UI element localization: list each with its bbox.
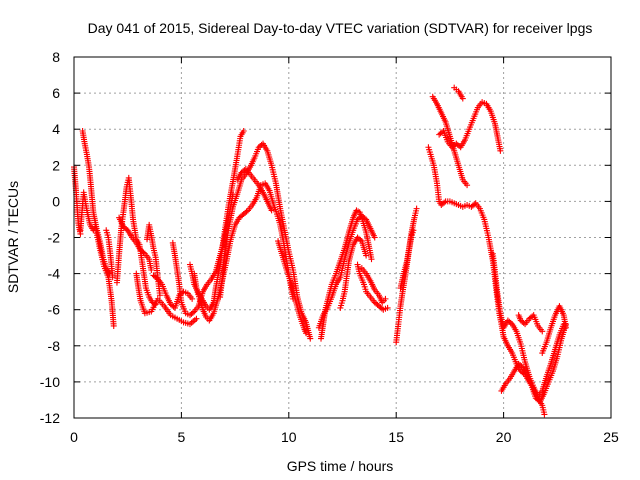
data-point — [384, 304, 391, 311]
data-point — [368, 256, 375, 263]
data-point — [307, 335, 314, 342]
data-point — [520, 319, 527, 326]
y-tick-label: -12 — [40, 410, 60, 426]
data-series — [103, 227, 116, 281]
data-point — [562, 324, 569, 331]
data-series — [451, 84, 466, 102]
data-series — [116, 214, 155, 273]
data-point — [302, 330, 309, 337]
x-tick-label: 10 — [281, 429, 297, 445]
data-series — [354, 261, 391, 313]
data-point — [153, 274, 160, 281]
data-points — [71, 84, 569, 418]
y-tick-label: -2 — [48, 230, 61, 246]
x-tick-label: 0 — [70, 429, 78, 445]
data-series — [79, 128, 113, 277]
data-point — [413, 205, 420, 212]
data-series — [133, 270, 200, 328]
data-point — [148, 266, 155, 273]
data-point — [382, 295, 389, 302]
data-point — [518, 363, 525, 370]
data-series — [234, 165, 275, 214]
data-point — [507, 319, 514, 326]
data-point — [371, 234, 378, 241]
chart-title: Day 041 of 2015, Sidereal Day-to-day VTE… — [88, 20, 593, 36]
x-tick-label: 25 — [603, 429, 619, 445]
y-tick-label: 0 — [52, 193, 60, 209]
data-point — [361, 215, 368, 222]
data-point — [140, 249, 147, 256]
data-point — [441, 199, 448, 206]
data-point — [471, 201, 478, 208]
data-point — [123, 226, 130, 233]
y-axis-label: SDTVAR / TECUs — [5, 181, 21, 293]
data-point — [156, 292, 163, 299]
y-tick-label: -8 — [48, 338, 61, 354]
data-series — [337, 234, 370, 311]
data-point — [189, 295, 196, 302]
data-series — [515, 312, 546, 335]
x-axis-label: GPS time / hours — [287, 458, 394, 474]
data-point — [243, 208, 250, 215]
data-series — [539, 303, 569, 357]
y-tick-label: -6 — [48, 302, 61, 318]
data-series — [358, 265, 389, 306]
y-tick-label: 2 — [52, 157, 60, 173]
x-tick-label: 20 — [496, 429, 512, 445]
data-point — [109, 274, 116, 281]
data-series — [436, 99, 504, 154]
data-point — [497, 147, 504, 154]
data-point — [541, 411, 548, 418]
grid — [74, 57, 611, 418]
data-point — [110, 322, 117, 329]
x-tick-label: 5 — [178, 429, 186, 445]
y-tick-label: -10 — [40, 374, 60, 390]
y-tick-label: 8 — [52, 49, 60, 65]
data-point — [464, 182, 471, 189]
y-tick-label: -4 — [48, 266, 61, 282]
data-point — [193, 315, 200, 322]
plot-frame — [73, 56, 612, 419]
data-series — [144, 221, 163, 299]
data-point — [539, 328, 546, 335]
data-point — [240, 128, 247, 135]
x-tick-label: 15 — [388, 429, 404, 445]
data-point — [363, 252, 370, 259]
y-tick-label: 4 — [52, 121, 60, 137]
data-point — [241, 167, 248, 174]
data-series — [498, 321, 569, 405]
data-point — [106, 270, 113, 277]
data-point — [189, 309, 196, 316]
data-point — [268, 207, 275, 214]
data-series — [397, 205, 420, 292]
data-series — [275, 238, 309, 337]
data-point — [357, 236, 364, 243]
y-tick-label: 6 — [52, 85, 60, 101]
data-point — [459, 95, 466, 102]
